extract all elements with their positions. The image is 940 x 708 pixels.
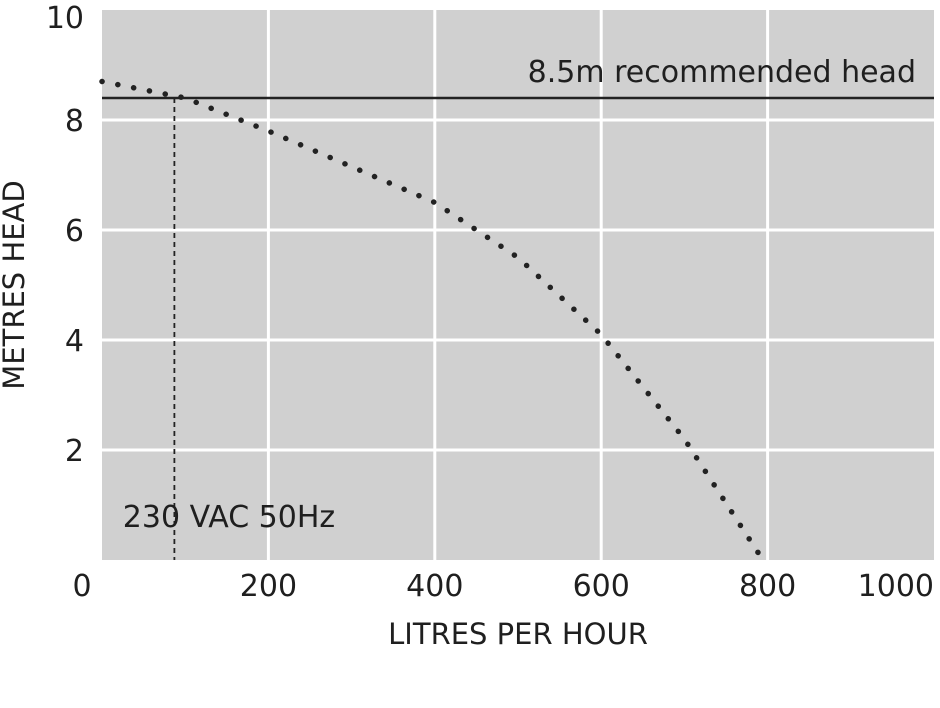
y-tick-label-8: 8: [65, 104, 84, 139]
plot-area: [102, 10, 934, 560]
y-tick-label-2: 2: [65, 434, 84, 469]
y-tick-labels: 2 4 6 8 10: [46, 1, 84, 469]
y-tick-label-4: 4: [65, 324, 84, 359]
y-tick-label-10: 10: [46, 1, 84, 36]
y-axis-label: METRES HEAD: [0, 180, 31, 389]
x-tick-label-0: 0: [72, 569, 91, 604]
x-tick-label-400: 400: [406, 569, 463, 604]
voltage-annotation: 230 VAC 50Hz: [123, 500, 335, 535]
head-curve: [99, 78, 763, 558]
x-tick-label-600: 600: [573, 569, 630, 604]
x-tick-labels: 0 200 400 600 800 1000: [72, 569, 934, 604]
x-tick-label-800: 800: [739, 569, 796, 604]
x-tick-label-1000: 1000: [858, 569, 934, 604]
x-axis-label: LITRES PER HOUR: [388, 617, 648, 651]
grid-lines: [102, 10, 934, 560]
recommended-head-label: 8.5m recommended head: [528, 55, 916, 90]
y-tick-label-6: 6: [65, 214, 84, 249]
x-tick-label-200: 200: [240, 569, 297, 604]
series-line-0: [99, 78, 763, 558]
